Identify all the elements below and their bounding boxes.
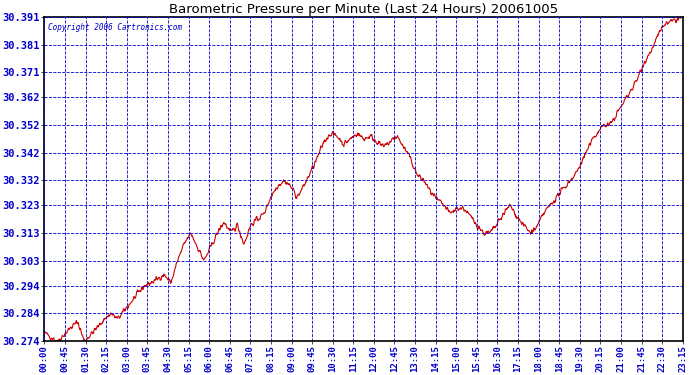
Text: Copyright 2006 Cartronics.com: Copyright 2006 Cartronics.com bbox=[48, 23, 181, 32]
Title: Barometric Pressure per Minute (Last 24 Hours) 20061005: Barometric Pressure per Minute (Last 24 … bbox=[169, 3, 558, 16]
